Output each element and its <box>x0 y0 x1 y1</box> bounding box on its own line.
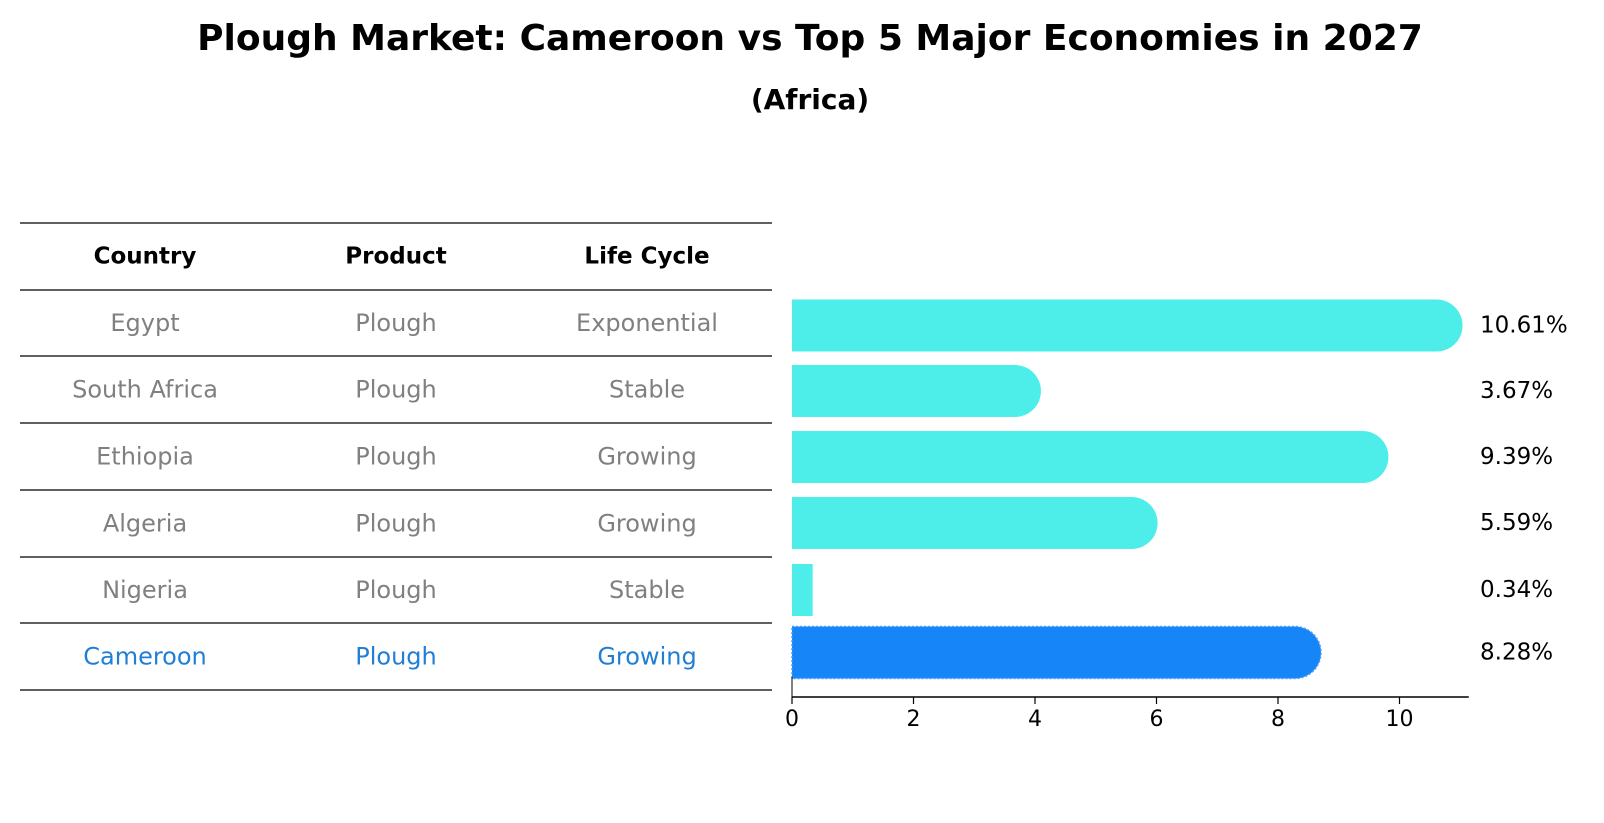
bar-algeria <box>792 497 1158 549</box>
life-cycle-cell: Exponential <box>576 309 718 337</box>
x-tick-label: 8 <box>1271 707 1285 732</box>
life-cycle-cell: Stable <box>609 376 685 404</box>
country-cell: Nigeria <box>102 576 188 604</box>
life-cycle-cell: Growing <box>597 443 696 471</box>
life-cycle-cell: Growing <box>597 510 696 538</box>
product-cell: Plough <box>355 643 436 671</box>
bar-cameroon <box>791 625 1322 680</box>
x-tick-label: 4 <box>1028 707 1042 732</box>
bar-nigeria <box>792 564 813 616</box>
chart-subtitle: (Africa) <box>751 83 869 116</box>
life-cycle-cell: Stable <box>609 576 685 604</box>
product-cell: Plough <box>355 376 436 404</box>
country-cell: Ethiopia <box>96 443 194 471</box>
value-label: 10.61% <box>1480 313 1568 339</box>
bar-ethiopia <box>792 431 1389 483</box>
x-tick-label: 10 <box>1386 707 1414 732</box>
bar-series <box>791 299 1463 680</box>
value-label: 0.34% <box>1480 577 1553 603</box>
x-tick-label: 0 <box>785 707 799 732</box>
product-cell: Plough <box>355 443 436 471</box>
life-cycle-cell: Growing <box>597 643 696 671</box>
chart-title: Plough Market: Cameroon vs Top 5 Major E… <box>197 18 1423 59</box>
product-cell: Plough <box>355 576 436 604</box>
country-header: Country <box>94 244 197 270</box>
bar-south-africa <box>792 365 1041 417</box>
life-cycle-header: Life Cycle <box>584 244 709 270</box>
comparison-table: Country Product Life Cycle Egypt Plough Expon… <box>20 222 772 691</box>
value-label: 3.67% <box>1480 378 1553 404</box>
x-axis: 0 2 4 6 8 10 <box>785 677 1469 732</box>
value-labels: 10.61% 3.67% 9.39% 5.59% 0.34% 8.28% <box>1480 313 1568 666</box>
product-cell: Plough <box>355 309 436 337</box>
value-label: 8.28% <box>1480 640 1553 666</box>
x-tick-label: 6 <box>1150 707 1164 732</box>
country-cell: Egypt <box>110 309 179 337</box>
value-label: 5.59% <box>1480 510 1553 536</box>
country-cell: South Africa <box>72 376 218 404</box>
bar-egypt <box>792 299 1463 352</box>
x-tick-label: 2 <box>907 707 921 732</box>
product-header: Product <box>345 244 446 270</box>
country-cell: Cameroon <box>83 643 207 671</box>
country-cell: Algeria <box>103 510 187 538</box>
value-label: 9.39% <box>1480 444 1553 470</box>
product-cell: Plough <box>355 510 436 538</box>
